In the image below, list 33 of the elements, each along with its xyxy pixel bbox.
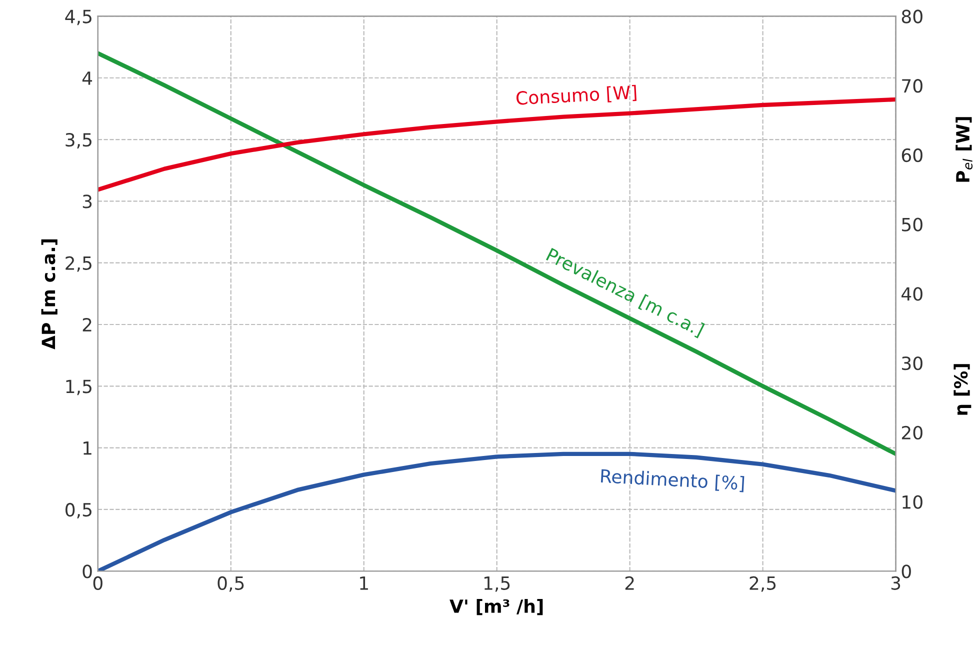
x-axis-title: V' [m³ /h] bbox=[450, 599, 543, 616]
x-tick-label: 2,5 bbox=[750, 576, 776, 592]
y-tick-label: 0,5 bbox=[66, 502, 92, 518]
y-tick-label: 3 bbox=[82, 194, 92, 208]
x-tick-label: 3 bbox=[891, 576, 900, 590]
y2-tick-label: 80 bbox=[902, 10, 922, 24]
text: η [%] bbox=[954, 364, 972, 415]
y2-tick-label: 30 bbox=[902, 356, 922, 370]
y2-tick-label: 10 bbox=[902, 495, 922, 509]
y-tick-label: 4,5 bbox=[65, 10, 92, 26]
y2-axis-title: P$_{el}$ [W] bbox=[956, 117, 972, 182]
y-tick-label: 0 bbox=[82, 564, 92, 578]
y2-tick-label: 40 bbox=[902, 287, 922, 301]
y-tick-label: 2,5 bbox=[66, 256, 92, 272]
y-tick-label: 1 bbox=[84, 442, 92, 455]
y2-tick-label: 0 bbox=[902, 564, 911, 578]
x-tick-label: 1,5 bbox=[484, 576, 510, 592]
line-series bbox=[98, 51, 896, 456]
y-tick-label: 1,5 bbox=[66, 380, 92, 396]
x-tick-label: 0,5 bbox=[218, 576, 244, 592]
y-tick-label: 4 bbox=[82, 72, 92, 85]
x-tick-label: 0 bbox=[93, 576, 102, 590]
y2-tick-label: 50 bbox=[902, 218, 922, 232]
y2-tick-label: 70 bbox=[902, 79, 922, 93]
y-tick-label: 3,5 bbox=[66, 132, 92, 148]
x-tick-label: 1 bbox=[360, 576, 368, 590]
series-label: Consumo [W] bbox=[516, 84, 637, 108]
y2-tick-label: 20 bbox=[902, 426, 922, 440]
y-axis-title: ΔP [m c.a.] bbox=[41, 239, 58, 350]
series-label: Rendimento [%] bbox=[600, 468, 744, 492]
y-tick-label: 2 bbox=[82, 318, 92, 332]
x-tick-label: 2 bbox=[625, 576, 634, 590]
y2-tick-label: 60 bbox=[902, 148, 922, 162]
